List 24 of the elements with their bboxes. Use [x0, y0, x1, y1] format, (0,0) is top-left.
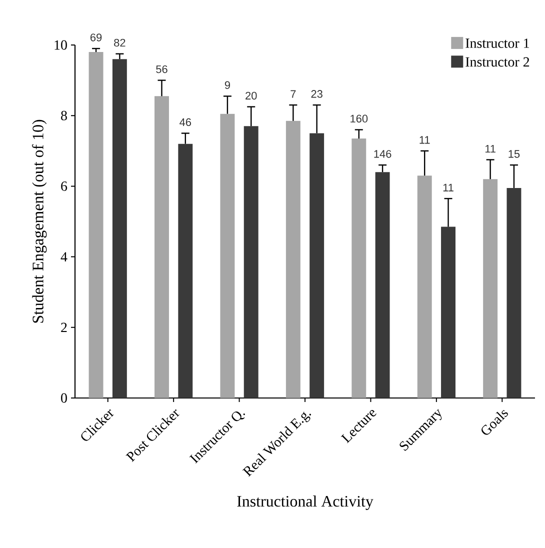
- annotation: 69: [90, 34, 102, 42]
- annotation: 9: [224, 81, 230, 89]
- annotation: 15: [508, 150, 520, 158]
- y-tick-label: 2: [61, 322, 67, 332]
- legend-label: Instructor 2: [466, 57, 530, 67]
- annotation: 56: [156, 65, 168, 74]
- annotation: 160: [350, 114, 368, 123]
- annotation: 7: [290, 90, 296, 98]
- y-tick-label: 4: [60, 252, 68, 262]
- y-axis-title: Student Engagement (out of 10): [32, 120, 47, 323]
- x-axis-title: Instructional Activity: [237, 495, 374, 510]
- annotation: 46: [180, 118, 192, 126]
- annotation: 146: [374, 150, 392, 158]
- annotation: 82: [114, 38, 126, 47]
- annotation: 11: [443, 184, 454, 192]
- annotation: 23: [311, 90, 322, 98]
- y-tick-label: 10: [54, 40, 67, 50]
- y-tick-label: 6: [61, 182, 68, 191]
- annotation: 11: [485, 144, 496, 153]
- annotation: 11: [420, 136, 430, 144]
- legend-label: Instructor 1: [466, 38, 529, 48]
- annotation: 20: [246, 92, 257, 100]
- y-tick-label: 0: [61, 393, 67, 403]
- y-tick-label: 8: [61, 110, 67, 120]
